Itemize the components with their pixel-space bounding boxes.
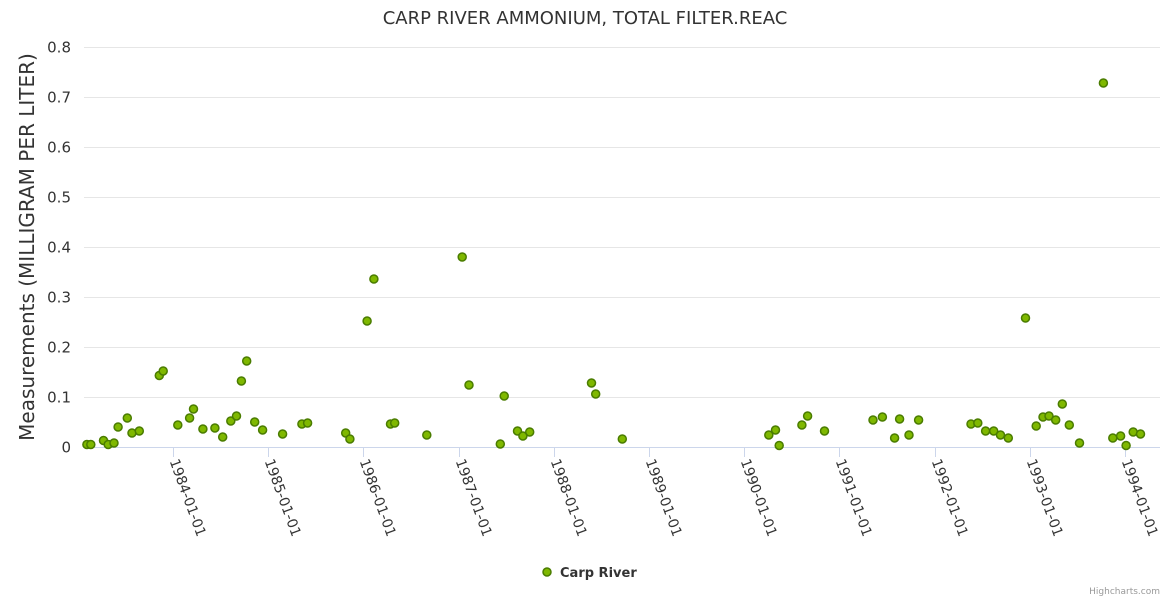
data-point[interactable]	[173, 420, 183, 430]
x-tick-label: 1986-01-01	[356, 457, 399, 539]
data-point[interactable]	[302, 418, 313, 428]
x-tick-label: 1985-01-01	[261, 457, 304, 539]
legend-label-carp-river[interactable]: Carp River	[560, 566, 637, 581]
data-point[interactable]	[973, 418, 983, 428]
data-point[interactable]	[389, 418, 400, 428]
legend-marker[interactable]	[542, 567, 552, 577]
x-tick-label: 1990-01-01	[737, 457, 780, 539]
y-axis-label: Measurements (MILLIGRAM PER LITER)	[15, 53, 39, 441]
data-point[interactable]	[184, 413, 195, 423]
data-point[interactable]	[1003, 433, 1014, 443]
y-tick-label: 0.1	[47, 389, 71, 407]
data-point[interactable]	[231, 411, 242, 421]
x-tick-label: 1987-01-01	[452, 457, 495, 539]
data-point[interactable]	[1064, 420, 1075, 430]
y-tick-label: 0.7	[47, 89, 71, 107]
y-tick-label: 0.2	[47, 339, 71, 357]
data-point[interactable]	[249, 417, 260, 427]
y-tick-label: 0.8	[47, 39, 71, 57]
data-point[interactable]	[362, 316, 372, 326]
x-tick-label: 1984-01-01	[166, 457, 209, 539]
data-point[interactable]	[1135, 429, 1146, 439]
data-point[interactable]	[226, 416, 236, 426]
data-point[interactable]	[188, 404, 199, 414]
data-point[interactable]	[617, 434, 628, 444]
y-tick-label: 0.4	[47, 239, 71, 257]
data-point[interactable]	[122, 413, 133, 423]
data-point[interactable]	[158, 366, 168, 376]
grid-lines	[84, 47, 1160, 398]
y-tick-label: 0	[61, 439, 71, 457]
data-point[interactable]	[1031, 421, 1041, 431]
data-point[interactable]	[495, 439, 506, 449]
legend[interactable]: Carp River	[542, 566, 637, 581]
x-axis: 1984-01-01 1985-01-01 1986-01-01 1987-01-01…	[84, 447, 1161, 539]
data-point[interactable]	[210, 423, 220, 433]
data-point[interactable]	[980, 426, 991, 436]
data-point[interactable]	[198, 424, 208, 434]
data-point[interactable]	[988, 426, 999, 436]
data-point[interactable]	[217, 432, 228, 442]
data-point[interactable]	[422, 430, 432, 440]
data-point[interactable]	[819, 426, 830, 436]
data-point[interactable]	[1121, 440, 1131, 451]
data-point[interactable]	[590, 389, 601, 399]
data-point[interactable]	[369, 274, 379, 284]
data-point[interactable]	[770, 425, 781, 435]
data-point[interactable]	[877, 412, 888, 422]
data-point[interactable]	[764, 430, 774, 440]
data-point[interactable]	[277, 429, 288, 439]
y-tick-label: 0.6	[47, 139, 71, 157]
data-point[interactable]	[774, 440, 784, 451]
x-tick-label: 1989-01-01	[642, 457, 685, 539]
y-axis-ticks: 0 0.1 0.2 0.3 0.4 0.5 0.6 0.7 0.8	[47, 39, 71, 457]
data-point[interactable]	[113, 422, 123, 432]
data-point[interactable]	[345, 434, 355, 444]
data-point[interactable]	[464, 380, 474, 390]
y-tick-label: 0.3	[47, 289, 71, 307]
data-point[interactable]	[797, 420, 807, 430]
data-point[interactable]	[894, 414, 905, 424]
data-point[interactable]	[802, 411, 813, 421]
data-point[interactable]	[241, 356, 252, 366]
data-point[interactable]	[1020, 313, 1031, 323]
data-point[interactable]	[904, 430, 914, 440]
data-point[interactable]	[995, 430, 1006, 440]
data-point[interactable]	[86, 439, 96, 450]
data-point[interactable]	[1057, 399, 1068, 409]
data-point[interactable]	[457, 252, 467, 262]
y-tick-label: 0.5	[47, 189, 71, 207]
data-point[interactable]	[257, 425, 268, 435]
x-tick-label: 1993-01-01	[1023, 457, 1066, 539]
x-tick-label: 1991-01-01	[832, 457, 875, 539]
data-point[interactable]	[518, 431, 528, 441]
chart-title: CARP RIVER AMMONIUM, TOTAL FILTER.REAC	[383, 8, 788, 29]
data-point[interactable]	[913, 415, 924, 425]
x-tick-label: 1994-01-01	[1118, 457, 1161, 539]
credits-link[interactable]: Highcharts.com	[1089, 587, 1160, 597]
scatter-series-carp-river[interactable]	[82, 78, 1146, 451]
data-point[interactable]	[868, 415, 878, 425]
data-point[interactable]	[1044, 411, 1054, 421]
data-point[interactable]	[586, 378, 597, 388]
data-point[interactable]	[524, 427, 535, 437]
data-point[interactable]	[236, 376, 247, 386]
data-point[interactable]	[1115, 431, 1126, 441]
data-point[interactable]	[889, 433, 900, 443]
data-point[interactable]	[134, 426, 145, 436]
x-tick-label: 1992-01-01	[928, 457, 971, 539]
data-point[interactable]	[1098, 78, 1109, 88]
data-point[interactable]	[499, 391, 509, 401]
data-point[interactable]	[1050, 415, 1061, 425]
data-point[interactable]	[1108, 433, 1118, 443]
data-point[interactable]	[109, 438, 119, 448]
data-point[interactable]	[1074, 438, 1085, 448]
x-tick-label: 1988-01-01	[547, 457, 590, 539]
